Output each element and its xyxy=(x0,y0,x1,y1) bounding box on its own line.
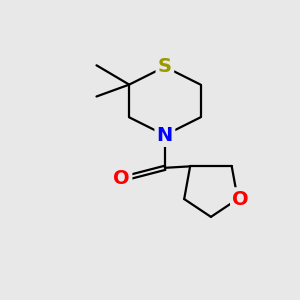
Text: O: O xyxy=(232,190,249,208)
Text: S: S xyxy=(158,57,172,76)
Text: O: O xyxy=(113,169,130,188)
Text: N: N xyxy=(157,126,173,145)
